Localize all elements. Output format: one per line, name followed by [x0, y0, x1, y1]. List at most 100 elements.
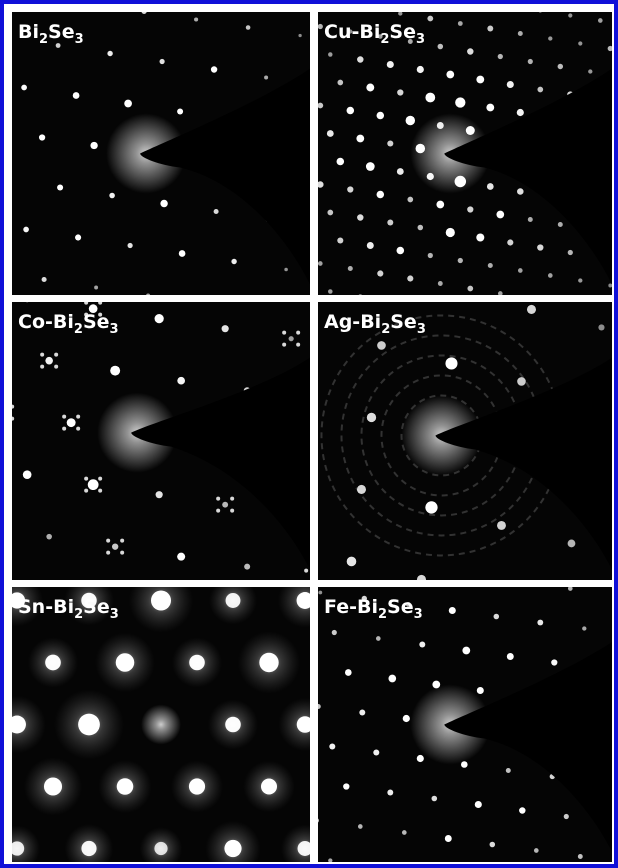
diffraction-spot	[406, 116, 415, 125]
diffraction-spot	[445, 357, 457, 369]
satellite-spot	[106, 551, 110, 555]
diffraction-spot	[387, 140, 393, 146]
diffraction-panel: Sn-Bi2Se3	[0, 568, 332, 868]
diffraction-spot	[357, 56, 363, 62]
diffraction-spot	[328, 289, 333, 294]
diffraction-spot	[455, 176, 466, 187]
label-text: Se	[48, 21, 75, 43]
diffraction-spot	[317, 181, 324, 188]
diffraction-spot	[417, 66, 424, 73]
diffraction-spot	[425, 501, 437, 513]
diffraction-spot	[225, 717, 241, 733]
diffraction-spot	[317, 103, 323, 109]
diffraction-spot	[154, 842, 167, 855]
diffraction-spot	[449, 607, 456, 614]
satellite-spot	[98, 489, 102, 493]
diffraction-spot	[46, 534, 52, 540]
diffraction-spot	[568, 13, 572, 17]
diffraction-panel: Cu-Bi2Se3	[308, 2, 618, 306]
diffraction-spot	[42, 277, 47, 282]
diffraction-spot	[517, 377, 526, 386]
satellite-spot	[106, 539, 110, 543]
diffraction-spot	[497, 521, 506, 530]
diffraction-spot	[261, 778, 277, 794]
satellite-spot	[98, 477, 102, 481]
diffraction-spot	[231, 259, 236, 264]
label-text: Se	[83, 596, 110, 618]
diffraction-spot	[88, 479, 99, 490]
page: Bi2Se3Cu-Bi2Se3Co-Bi2Se3Ag-Bi2Se3Sn-Bi2S…	[0, 0, 618, 868]
label-text: Se	[390, 311, 417, 333]
diffraction-spot	[78, 714, 100, 736]
diffraction-spot	[494, 614, 500, 620]
satellite-spot	[120, 551, 124, 555]
diffraction-spot	[490, 842, 496, 848]
diffraction-spot	[476, 76, 484, 84]
diffraction-spot	[498, 54, 503, 59]
label-subscript: 3	[416, 32, 425, 47]
diffraction-spot	[67, 418, 76, 427]
satellite-spot	[120, 539, 124, 543]
diffraction-spot	[458, 21, 463, 26]
diffraction-spot	[343, 783, 349, 789]
label-subscript: 3	[110, 322, 119, 337]
diffraction-spot	[537, 87, 543, 93]
diffraction-spot	[222, 325, 229, 332]
diffraction-spot	[332, 630, 337, 635]
label-text: Co-Bi	[18, 311, 74, 333]
diffraction-spot	[377, 112, 385, 120]
diffraction-spot	[75, 234, 81, 240]
diffraction-spot	[348, 266, 353, 271]
satellite-spot	[282, 331, 286, 335]
diffraction-spot	[44, 777, 62, 795]
diffraction-spot	[507, 81, 514, 88]
diffraction-spot	[189, 778, 205, 794]
diffraction-spot	[151, 590, 171, 610]
diffraction-spot	[387, 61, 394, 68]
diffraction-spot	[373, 749, 379, 755]
diffraction-spot	[578, 278, 582, 282]
diffraction-spot	[455, 97, 465, 107]
diffraction-spot	[467, 48, 473, 54]
diffraction-spot	[156, 491, 163, 498]
diffraction-spot	[211, 66, 217, 72]
diffraction-spot	[318, 591, 322, 595]
diffraction-spot	[551, 659, 557, 665]
diffraction-spot	[110, 366, 120, 376]
diffraction-spot	[534, 848, 539, 853]
diffraction-spot	[467, 206, 473, 212]
diffraction-spot	[357, 485, 366, 494]
diffraction-spot	[582, 626, 586, 630]
diffraction-spot	[367, 413, 376, 422]
central-glow	[141, 705, 181, 745]
diffraction-spot	[21, 85, 27, 91]
diffraction-spot	[177, 108, 183, 114]
diffraction-spot	[347, 557, 357, 567]
diffraction-spot	[214, 209, 219, 214]
label-subscript: 2	[378, 607, 387, 622]
diffraction-spot	[116, 653, 135, 672]
diffraction-spot	[94, 286, 98, 290]
diffraction-spot	[194, 17, 198, 21]
diffraction-spot	[107, 51, 112, 56]
diffraction-spot	[259, 653, 278, 672]
diffraction-spot	[425, 93, 435, 103]
diffraction-spot	[527, 305, 536, 314]
diffraction-spot	[264, 75, 268, 79]
diffraction-spot	[488, 263, 493, 268]
diffraction-spot	[376, 636, 381, 641]
diffraction-spot	[427, 16, 433, 22]
diffraction-spot	[417, 755, 424, 762]
label-text: Se	[83, 311, 110, 333]
diffraction-spot	[558, 64, 563, 69]
label-text: Bi	[18, 21, 39, 43]
diffraction-spot	[189, 655, 205, 671]
diffraction-spot	[445, 835, 452, 842]
diffraction-spot	[327, 130, 334, 137]
diffraction-spot	[537, 620, 543, 626]
diffraction-spot	[388, 675, 396, 683]
diffraction-spot	[427, 173, 434, 180]
diffraction-spot	[81, 841, 96, 856]
diffraction-spot	[117, 778, 134, 795]
figure: Bi2Se3Cu-Bi2Se3Co-Bi2Se3Ag-Bi2Se3Sn-Bi2S…	[0, 0, 618, 868]
